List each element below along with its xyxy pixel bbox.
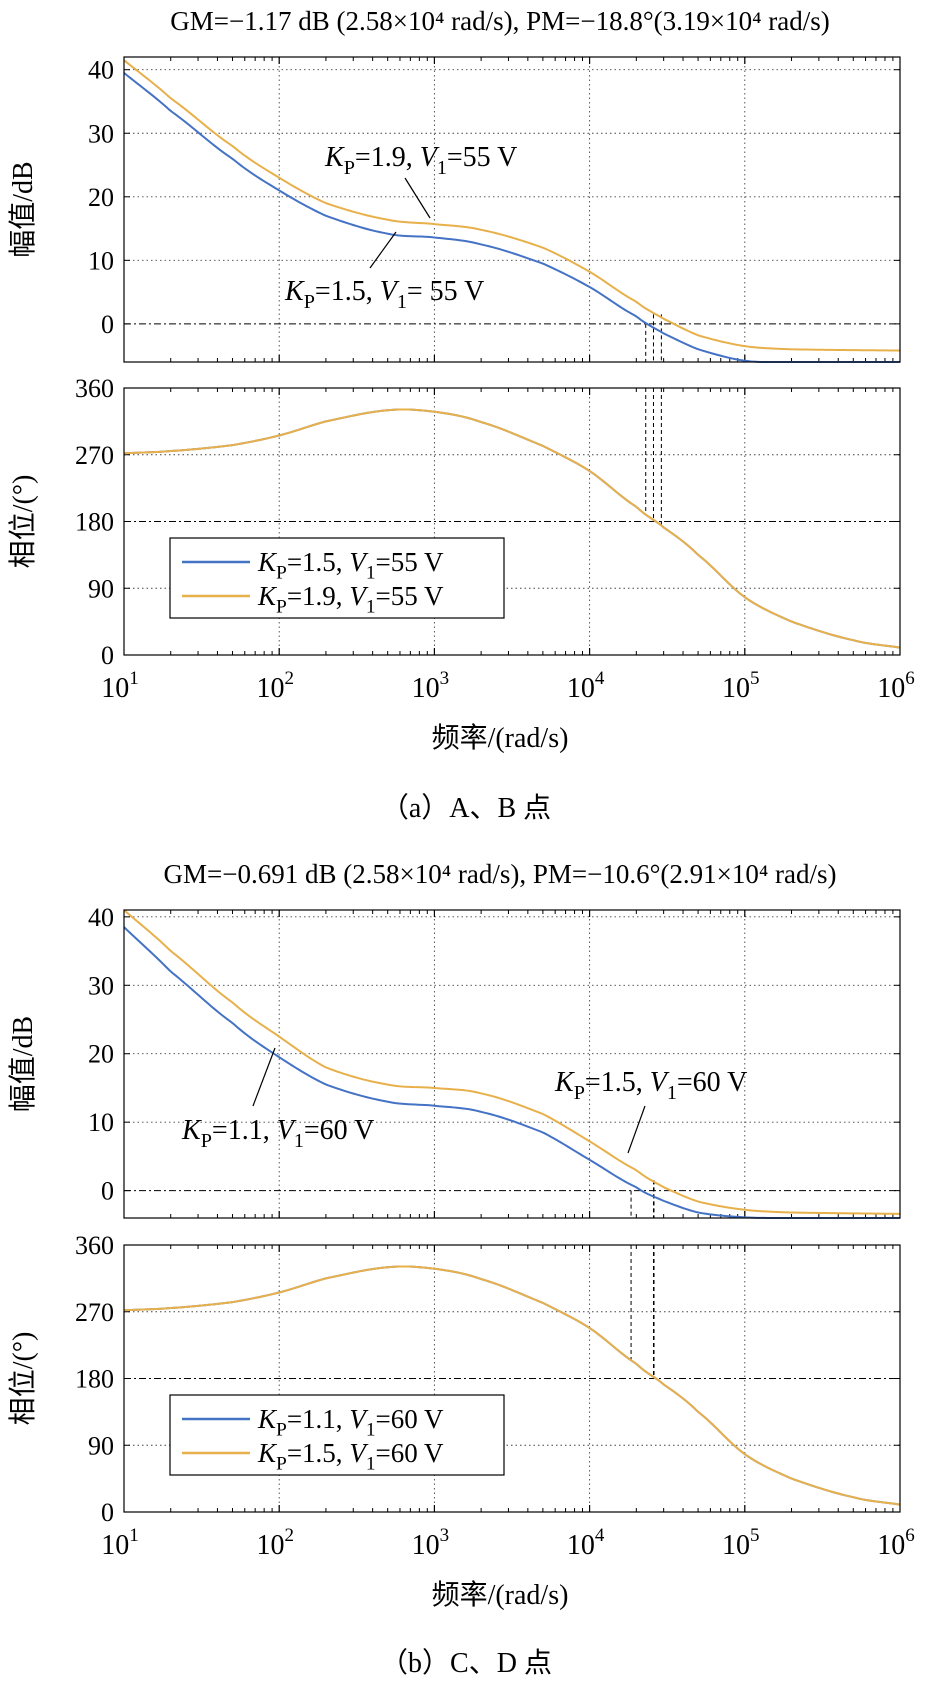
figure-title: GM=−0.691 dB (2.58×10⁴ rad/s), PM=−10.6°…: [164, 859, 837, 889]
magnitude-panel: 0 10 20 30 40: [88, 56, 901, 363]
annotation-label: KP=1.9, V1=55 V: [324, 142, 517, 179]
y-axis-label: 相位/(°): [7, 475, 39, 569]
x-tick-label: 103: [412, 668, 450, 704]
x-axis-label: 频率/(rad/s): [432, 722, 569, 754]
y-tick-label: 90: [88, 1431, 114, 1460]
figure-b: GM=−0.691 dB (2.58×10⁴ rad/s), PM=−10.6°…: [7, 859, 915, 1679]
figure-caption: （a）A、B 点: [381, 792, 551, 824]
magnitude-panel: 0 10 20 30 40: [88, 903, 901, 1219]
y-tick-label: 0: [101, 310, 114, 339]
annotation-leader: [404, 177, 431, 219]
y-tick-label: 0: [101, 1498, 114, 1527]
annotation-leader: [252, 1047, 276, 1107]
magnitude-axes: [123, 909, 901, 1219]
series-line-1: [123, 72, 900, 363]
x-axis-label: 频率/(rad/s): [432, 1579, 569, 1611]
y-tick-label: 40: [88, 903, 114, 932]
annotation-label: KP=1.5, V1=60 V: [554, 1067, 747, 1104]
legend-box: [169, 1394, 505, 1476]
x-tick-label: 101: [101, 668, 139, 704]
y-tick-label: 20: [88, 183, 114, 212]
series-line-2: [123, 1265, 901, 1506]
legend-box: [169, 537, 505, 619]
legend-label: KP=1.5, V1=55 V: [257, 547, 444, 584]
x-tick-label: 106: [877, 1525, 915, 1561]
x-tick-label: 103: [412, 1525, 450, 1561]
legend: KP=1.1, V1=60 VKP=1.5, V1=60 V: [169, 1394, 505, 1476]
y-tick-label: 0: [101, 1177, 114, 1206]
x-tick-label: 104: [567, 668, 605, 704]
y-tick-label: 30: [88, 119, 114, 148]
legend-label: KP=1.5, V1=60 V: [257, 1438, 444, 1475]
y-tick-label: 20: [88, 1040, 114, 1069]
y-tick-label: 10: [88, 1108, 114, 1137]
x-tick-label: 104: [567, 1525, 605, 1561]
y-tick-label: 10: [88, 246, 114, 275]
x-tick-label: 102: [256, 1525, 294, 1561]
y-tick-label: 360: [75, 1231, 114, 1260]
annotation-leader: [369, 231, 397, 269]
annotation-label: KP=1.5, V1= 55 V: [284, 276, 484, 313]
legend: KP=1.5, V1=55 VKP=1.9, V1=55 V: [169, 537, 505, 619]
figure-caption: （b）C、D 点: [380, 1647, 552, 1679]
y-axis-label: 幅值/dB: [7, 1016, 39, 1112]
x-tick-label: 102: [256, 668, 294, 704]
series-line-2: [123, 408, 901, 649]
y-tick-label: 40: [88, 56, 114, 85]
y-tick-label: 0: [101, 641, 114, 670]
y-axis-label: 相位/(°): [7, 1332, 39, 1426]
y-tick-label: 360: [75, 374, 114, 403]
phase-panel: 0 90 180 270 360: [75, 374, 901, 670]
figure-a: GM=−1.17 dB (2.58×10⁴ rad/s), PM=−18.8°(…: [7, 6, 915, 824]
y-tick-label: 90: [88, 574, 114, 603]
series-line-2: [123, 59, 901, 352]
legend-label: KP=1.9, V1=55 V: [257, 581, 444, 618]
magnitude-axes: [123, 56, 901, 363]
phase-axes: [123, 1244, 901, 1513]
x-tick-label: 101: [101, 1525, 139, 1561]
phase-panel: 0 90 180 270 360: [75, 1231, 901, 1527]
y-tick-label: 270: [75, 1298, 114, 1327]
x-tick-label: 105: [722, 1525, 760, 1561]
y-tick-label: 270: [75, 441, 114, 470]
series-line-1: [123, 926, 900, 1219]
y-axis-label: 幅值/dB: [7, 161, 39, 257]
legend-label: KP=1.1, V1=60 V: [257, 1404, 444, 1441]
figure-title: GM=−1.17 dB (2.58×10⁴ rad/s), PM=−18.8°(…: [170, 6, 829, 36]
annotation-leader: [627, 1105, 646, 1154]
y-tick-label: 180: [75, 508, 114, 537]
phase-axes: [123, 387, 901, 656]
y-tick-label: 180: [75, 1365, 114, 1394]
annotation-label: KP=1.1, V1=60 V: [181, 1115, 374, 1152]
series-line-2: [123, 909, 901, 1215]
y-tick-label: 30: [88, 971, 114, 1000]
x-tick-label: 105: [722, 668, 760, 704]
x-tick-label: 106: [877, 668, 915, 704]
